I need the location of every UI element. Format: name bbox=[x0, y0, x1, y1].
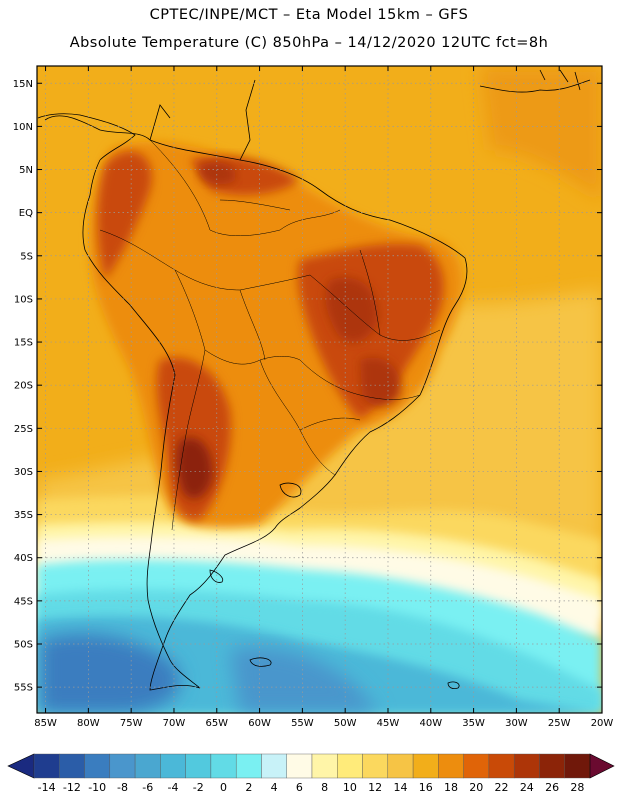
colorbar-label: 14 bbox=[393, 781, 407, 794]
lat-tick-label: 25S bbox=[14, 424, 33, 435]
lon-tick-label: 20W bbox=[591, 718, 614, 729]
colorbar-swatch bbox=[311, 753, 338, 779]
lon-tick-label: 50W bbox=[334, 718, 357, 729]
colorbar-swatch bbox=[59, 753, 85, 779]
lon-tick-label: 40W bbox=[419, 718, 442, 729]
colorbar-swatch bbox=[134, 753, 161, 779]
colorbar-swatch bbox=[84, 753, 111, 779]
colorbar-label: 20 bbox=[469, 781, 483, 794]
lon-tick-label: 70W bbox=[163, 718, 186, 729]
colorbar-swatch bbox=[210, 753, 237, 779]
colorbar-swatch bbox=[185, 753, 212, 779]
lon-tick-label: 30W bbox=[505, 718, 528, 729]
lon-tick-label: 35W bbox=[462, 718, 485, 729]
colorbar-swatch bbox=[412, 753, 439, 779]
colorbar-swatch bbox=[387, 753, 414, 779]
lat-tick-label: 20S bbox=[14, 381, 33, 392]
colorbar-swatch bbox=[463, 753, 490, 779]
lat-tick-label: 30S bbox=[14, 467, 33, 478]
lat-tick-label: 50S bbox=[14, 639, 33, 650]
lat-tick-label: 55S bbox=[14, 683, 33, 694]
colorbar-swatch bbox=[539, 753, 565, 779]
colorbar-swatch bbox=[337, 753, 363, 779]
lon-tick-label: 65W bbox=[205, 718, 228, 729]
map-frame bbox=[36, 65, 603, 714]
colorbar-label: -14 bbox=[38, 781, 56, 794]
colorbar-swatch bbox=[286, 753, 313, 779]
colorbar-min-arrow bbox=[7, 753, 35, 779]
colorbar-label: -4 bbox=[168, 781, 179, 794]
colorbar-label: 22 bbox=[495, 781, 509, 794]
lat-tick-label: 15N bbox=[13, 79, 33, 90]
colorbar-label: 6 bbox=[296, 781, 303, 794]
colorbar-swatch bbox=[109, 753, 136, 779]
lat-tick-label: 5N bbox=[19, 165, 33, 176]
lat-tick-label: 45S bbox=[14, 596, 33, 607]
colorbar-label: 12 bbox=[368, 781, 382, 794]
lat-tick-label: 40S bbox=[14, 553, 33, 564]
colorbar-label: 24 bbox=[520, 781, 534, 794]
coastline bbox=[37, 69, 591, 691]
colorbar-swatch bbox=[438, 753, 464, 779]
lon-tick-label: 25W bbox=[548, 718, 571, 729]
colorbar-label: 26 bbox=[545, 781, 559, 794]
colorbar: -14 -12 -10 -8 -6 -4 -2 0 2 4 6 8 10 12 14 16 18 20 22 24 26… bbox=[7, 753, 615, 794]
colorbar-label: 8 bbox=[321, 781, 328, 794]
temperature-field bbox=[37, 66, 602, 713]
map-title: CPTEC/INPE/MCT – Eta Model 15km – GFS bbox=[149, 7, 469, 23]
colorbar-max-arrow bbox=[589, 753, 615, 779]
colorbar-swatch bbox=[362, 753, 389, 779]
colorbar-label: -6 bbox=[142, 781, 153, 794]
lon-tick-label: 45W bbox=[377, 718, 400, 729]
colorbar-label: -10 bbox=[88, 781, 106, 794]
colorbar-swatch bbox=[513, 753, 540, 779]
colorbar-swatch bbox=[564, 753, 591, 779]
lat-tick-label: 5S bbox=[20, 251, 33, 262]
colorbar-swatch bbox=[235, 753, 262, 779]
country-borders bbox=[99, 139, 441, 531]
colorbar-label: -12 bbox=[63, 781, 81, 794]
lat-tick-label: EQ bbox=[19, 208, 33, 219]
colorbar-swatch bbox=[33, 753, 60, 779]
lon-tick-label: 80W bbox=[77, 718, 100, 729]
axis-ticks: 15N 10N 5N EQ 5S 10S 15S 20S 25S 30S 35S 40S 45S 50S 5… bbox=[13, 66, 614, 729]
lon-tick-label: 75W bbox=[120, 718, 143, 729]
colorbar-label: -2 bbox=[193, 781, 204, 794]
lon-tick-label: 60W bbox=[248, 718, 271, 729]
lat-tick-label: 35S bbox=[14, 510, 33, 521]
lat-tick-label: 10S bbox=[14, 294, 33, 305]
colorbar-label: 16 bbox=[419, 781, 433, 794]
colorbar-swatch bbox=[160, 753, 186, 779]
colorbar-swatch bbox=[488, 753, 515, 779]
map-subtitle: Absolute Temperature (C) 850hPa – 14/12/… bbox=[69, 35, 549, 51]
colorbar-label: 2 bbox=[245, 781, 252, 794]
lat-tick-label: 15S bbox=[14, 338, 33, 349]
colorbar-label: 28 bbox=[570, 781, 584, 794]
lon-tick-label: 55W bbox=[291, 718, 314, 729]
colorbar-label: 0 bbox=[220, 781, 227, 794]
colorbar-label: -8 bbox=[117, 781, 128, 794]
lon-tick-label: 85W bbox=[34, 718, 57, 729]
colorbar-swatch bbox=[261, 753, 287, 779]
colorbar-label: 18 bbox=[444, 781, 458, 794]
lat-tick-label: 10N bbox=[13, 122, 33, 133]
colorbar-label: 10 bbox=[343, 781, 357, 794]
colorbar-label: 4 bbox=[271, 781, 278, 794]
